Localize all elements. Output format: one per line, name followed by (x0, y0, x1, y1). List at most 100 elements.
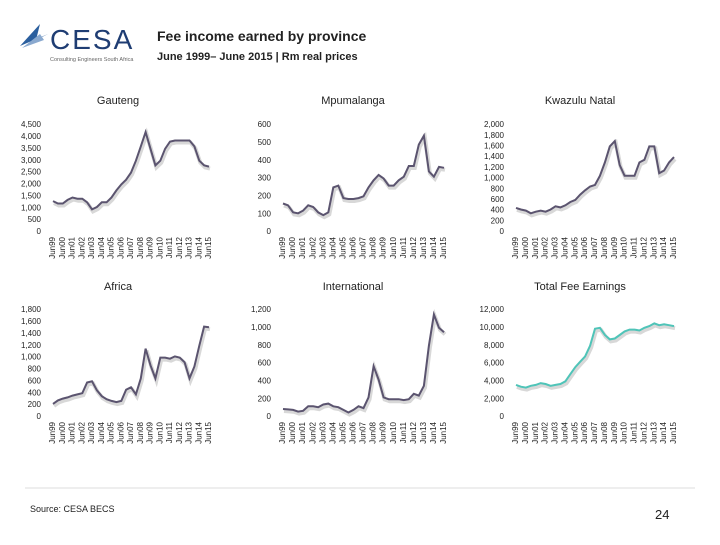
y-tick-label: 800 (28, 365, 42, 374)
y-tick-label: 1,200 (484, 163, 505, 172)
x-tick-label: Jun06 (116, 421, 125, 443)
line (515, 139, 675, 215)
x-tick-label: Jun06 (349, 421, 358, 443)
x-tick-label: Jun99 (511, 421, 520, 443)
y-tick-label: 10,000 (480, 323, 505, 332)
y-tick-label: 1,600 (21, 317, 42, 326)
line (282, 132, 445, 217)
y-tick-label: 4,000 (21, 132, 42, 141)
y-tick-label: 1,000 (251, 323, 272, 332)
x-tick-label: Jun15 (669, 421, 678, 443)
x-tick-label: Jun06 (580, 421, 589, 443)
y-tick-label: 500 (258, 138, 272, 147)
x-tick-label: Jun12 (409, 421, 418, 443)
line-shadow (283, 308, 447, 417)
x-tick-label: Jun00 (58, 236, 67, 258)
y-tick-label: 600 (258, 120, 272, 129)
line (282, 310, 445, 414)
x-tick-label: Jun13 (185, 421, 194, 443)
x-tick-label: Jun03 (87, 421, 96, 443)
x-tick-label: Jun15 (439, 236, 448, 258)
x-tick-label: Jun11 (165, 421, 174, 443)
y-tick-label: 0 (500, 227, 505, 236)
x-tick-label: Jun00 (521, 421, 530, 443)
x-tick-label: Jun15 (204, 236, 213, 258)
x-tick-label: Jun12 (175, 421, 184, 443)
x-tick-label: Jun08 (369, 236, 378, 258)
y-tick-label: 100 (258, 209, 272, 218)
y-tick-label: 400 (491, 206, 505, 215)
line (52, 128, 210, 211)
y-tick-label: 500 (28, 215, 42, 224)
x-tick-label: Jun03 (318, 236, 327, 258)
y-tick-label: 1,500 (21, 191, 42, 200)
logo-mark (22, 34, 44, 48)
x-tick-label: Jun02 (77, 421, 86, 443)
x-tick-label: Jun08 (136, 421, 145, 443)
x-tick-label: Jun12 (639, 236, 648, 258)
x-tick-label: Jun09 (610, 421, 619, 443)
x-tick-label: Jun14 (429, 421, 438, 443)
x-tick-label: Jun08 (369, 421, 378, 443)
x-tick-label: Jun11 (399, 421, 408, 443)
y-tick-label: 600 (28, 376, 42, 385)
y-tick-label: 400 (28, 388, 42, 397)
x-tick-label: Jun07 (126, 236, 135, 258)
y-tick-label: 800 (258, 341, 272, 350)
x-tick-label: Jun02 (77, 236, 86, 258)
y-tick-label: 600 (491, 195, 505, 204)
y-tick-label: 0 (267, 412, 272, 421)
x-tick-label: Jun02 (541, 421, 550, 443)
x-tick-label: Jun10 (389, 421, 398, 443)
x-tick-label: Jun99 (278, 421, 287, 443)
logo-mark (20, 24, 48, 46)
x-tick-label: Jun01 (531, 421, 540, 443)
x-tick-label: Jun06 (580, 236, 589, 258)
x-tick-label: Jun05 (570, 236, 579, 258)
y-tick-label: 3,500 (21, 144, 42, 153)
y-tick-label: 1,200 (251, 305, 272, 314)
x-tick-label: Jun15 (439, 421, 448, 443)
y-tick-label: 0 (37, 227, 42, 236)
x-tick-label: Jun10 (389, 236, 398, 258)
y-tick-label: 1,600 (484, 142, 505, 151)
x-tick-label: Jun12 (409, 236, 418, 258)
y-tick-label: 1,400 (21, 329, 42, 338)
x-tick-label: Jun11 (165, 236, 174, 258)
x-tick-label: Jun02 (541, 236, 550, 258)
x-tick-label: Jun08 (600, 236, 609, 258)
y-tick-label: 1,800 (21, 305, 42, 314)
logo-text: CESA (50, 24, 134, 55)
y-tick-label: 0 (267, 227, 272, 236)
x-tick-label: Jun10 (155, 421, 164, 443)
y-tick-label: 400 (258, 376, 272, 385)
x-tick-label: Jun07 (359, 421, 368, 443)
x-tick-label: Jun09 (610, 236, 619, 258)
title: Fee income earned by province (157, 28, 367, 44)
x-tick-label: Jun14 (194, 421, 203, 443)
y-tick-label: 12,000 (480, 305, 505, 314)
x-tick-label: Jun03 (551, 236, 560, 258)
x-tick-label: Jun02 (308, 236, 317, 258)
x-tick-label: Jun04 (328, 421, 337, 443)
x-tick-label: Jun01 (68, 421, 77, 443)
x-tick-label: Jun15 (204, 421, 213, 443)
y-tick-label: 1,800 (484, 131, 505, 140)
y-tick-label: 300 (258, 174, 272, 183)
line-shadow (516, 138, 677, 218)
x-tick-label: Jun13 (649, 236, 658, 258)
x-tick-label: Jun07 (359, 236, 368, 258)
y-tick-label: 200 (258, 191, 272, 200)
x-tick-label: Jun11 (630, 236, 639, 258)
y-tick-label: 1,200 (21, 341, 42, 350)
y-tick-label: 2,000 (484, 394, 505, 403)
x-tick-label: Jun04 (560, 421, 569, 443)
subtitle: June 1999– June 2015 | Rm real prices (157, 51, 358, 63)
x-tick-label: Jun12 (639, 421, 648, 443)
x-tick-label: Jun14 (429, 236, 438, 258)
chart-title: Total Fee Earnings (534, 281, 626, 293)
y-tick-label: 6,000 (484, 359, 505, 368)
x-tick-label: Jun03 (87, 236, 96, 258)
x-tick-label: Jun11 (630, 421, 639, 443)
x-tick-label: Jun08 (136, 236, 145, 258)
